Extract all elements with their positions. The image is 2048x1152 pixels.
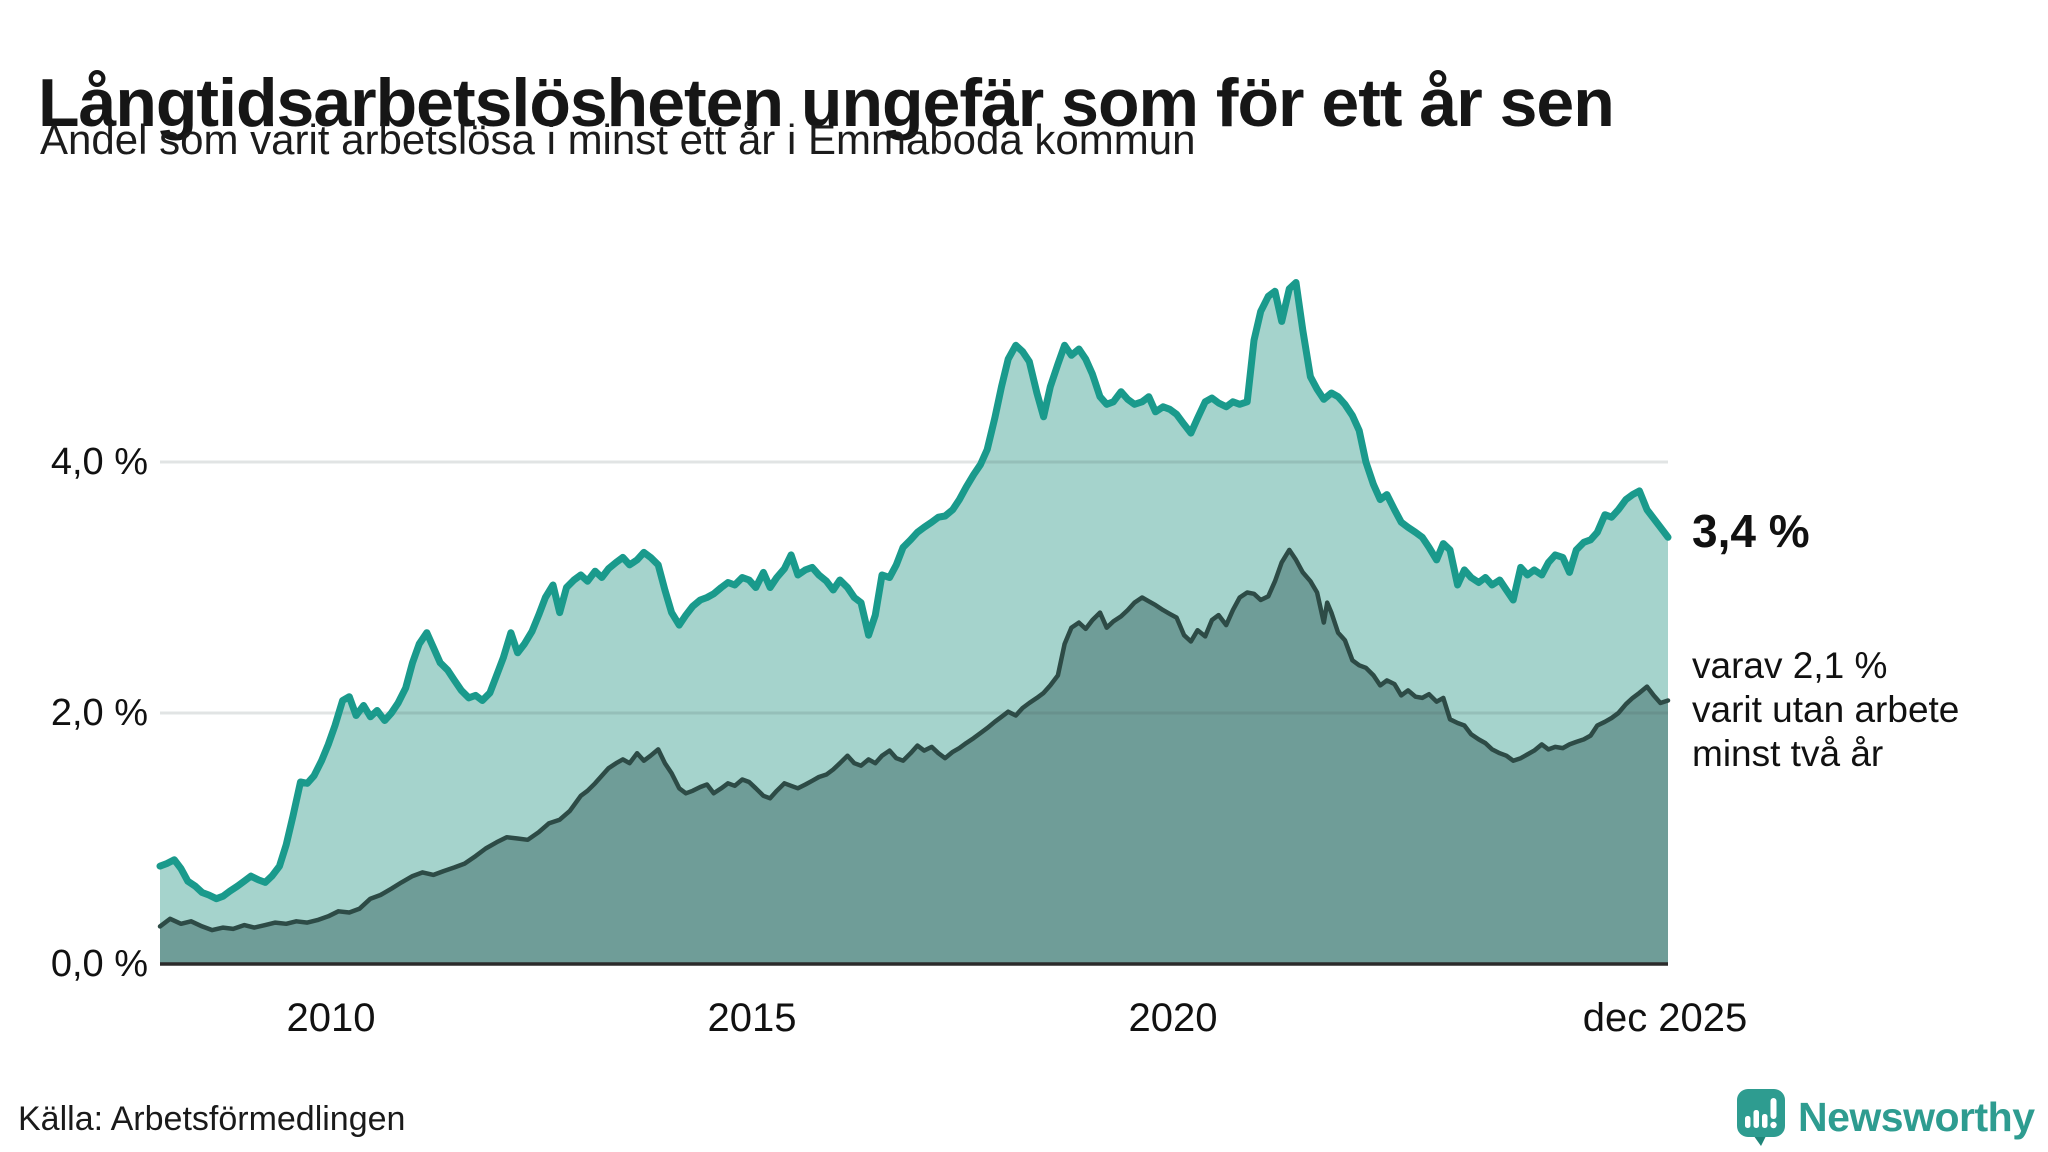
end-value-label: 3,4 % [1692,505,1810,557]
y-tick-label-2: 2,0 % [50,692,148,734]
source-credit: Källa: Arbetsförmedlingen [18,1100,406,1138]
series-line-1 [157,547,1671,933]
newsworthy-logo: Newsworthy [1736,1088,2035,1146]
x-tick-label-2020: 2020 [1128,996,1218,1040]
x-tick-label-dec-2025: dec 2025 [1582,996,1748,1040]
end-note-label: varav 2,1 % varit utan arbete minst två … [1692,644,1959,776]
page-title: Långtidsarbetslösheten ungefär som för e… [38,64,1615,141]
series-line-0 [156,279,1672,903]
brand-name: Newsworthy [1798,1093,2035,1140]
series-area-1 [160,549,1668,964]
x-tick-label-2015: 2015 [707,996,797,1040]
end-note-line-3: minst två år [1692,733,1884,774]
speech-bubble-chart-icon [1737,1089,1785,1146]
y-tick-label-0: 0,0 % [50,943,148,985]
y-tick-label-4: 4,0 % [50,441,148,483]
chart-subtitle: Andel som varit arbetslösa i minst ett å… [40,116,1196,163]
end-note-line-2: varit utan arbete [1692,689,1960,730]
x-tick-label-2010: 2010 [286,996,376,1040]
end-note-line-1: varav 2,1 % [1692,645,1888,686]
